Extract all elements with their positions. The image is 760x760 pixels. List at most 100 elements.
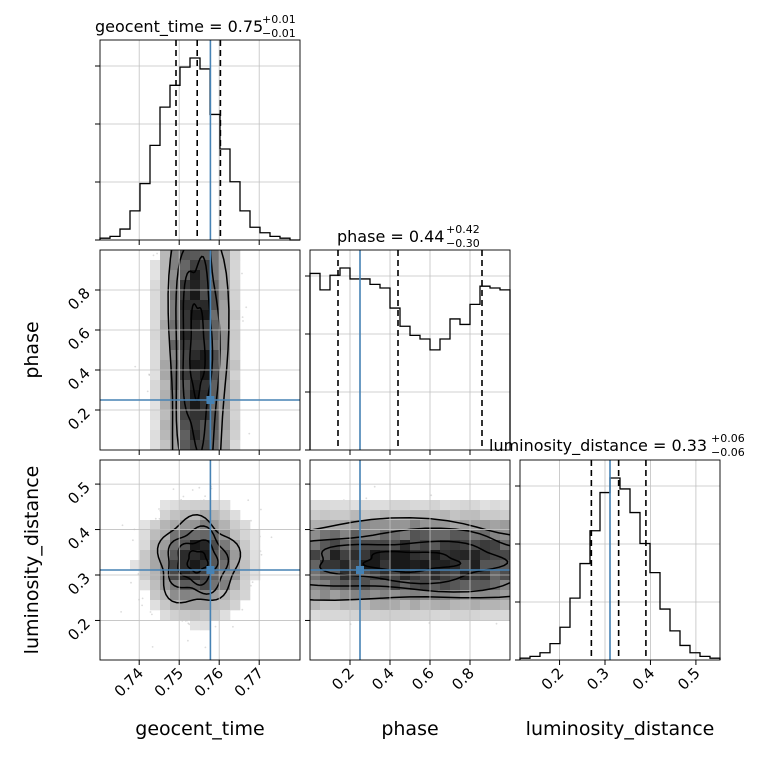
density-cell: [160, 250, 171, 261]
sample-point: [530, 551, 532, 553]
sample-point: [272, 549, 274, 551]
sample-point: [181, 457, 183, 459]
density-cell: [170, 600, 181, 611]
sample-point: [153, 463, 155, 465]
density-cell: [480, 590, 491, 601]
sample-point: [223, 457, 225, 459]
sample-point: [224, 456, 226, 458]
sample-point: [191, 231, 193, 233]
sample-point: [289, 544, 291, 546]
sample-point: [174, 490, 176, 492]
sample-point: [307, 557, 309, 559]
density-cell: [320, 600, 331, 611]
sample-point: [539, 549, 541, 551]
x-tick-label: 0.8: [448, 664, 478, 694]
sample-point: [193, 50, 195, 52]
density-cell: [170, 550, 181, 561]
sample-point: [165, 192, 167, 194]
sample-point: [173, 209, 175, 211]
sample-point: [156, 516, 158, 518]
density-cell: [190, 610, 201, 621]
sample-point: [198, 200, 200, 202]
sample-point: [141, 604, 144, 607]
density-cell: [210, 280, 221, 291]
density-cell: [190, 370, 201, 381]
sample-point: [148, 374, 151, 376]
density-cell: [370, 610, 381, 621]
sample-point: [263, 555, 265, 557]
density-cell: [200, 290, 211, 301]
sample-point: [544, 565, 546, 567]
density-cell: [210, 600, 221, 611]
sample-point: [215, 189, 217, 191]
sample-point: [612, 562, 614, 564]
density-cell: [340, 520, 351, 531]
density-cell: [380, 530, 391, 541]
xticks-luminosity_distance-2: 0.2 0.3 0.4 0.5: [538, 660, 704, 694]
sample-point: [308, 544, 310, 546]
sample-point: [247, 499, 250, 502]
sample-point: [193, 189, 195, 191]
sample-point: [116, 557, 118, 559]
sample-point: [197, 451, 199, 453]
sample-point: [204, 455, 206, 457]
title-luminosity-distance-minus: −0.06: [711, 446, 745, 459]
density-cell: [250, 560, 261, 571]
sample-point: [525, 524, 527, 526]
sample-point: [547, 548, 549, 550]
sample-point: [543, 551, 545, 553]
sample-point: [576, 560, 578, 562]
sample-point: [205, 229, 207, 231]
sample-point: [189, 457, 191, 459]
sample-point: [526, 573, 528, 575]
sample-point: [211, 456, 213, 458]
sample-point: [608, 571, 610, 573]
sample-point: [159, 461, 161, 463]
sample-point: [287, 579, 289, 581]
sample-point: [524, 541, 526, 543]
density-cell: [180, 370, 191, 381]
sample-point: [191, 217, 193, 219]
density-cell: [160, 540, 171, 551]
density-cell: [310, 520, 321, 531]
density-cell: [210, 560, 221, 571]
sample-point: [201, 246, 203, 248]
sample-point: [588, 590, 590, 592]
sample-point: [196, 493, 198, 495]
yticks-luminosity_distance-2: [305, 483, 310, 621]
density-cell: [470, 530, 481, 541]
sample-point: [205, 479, 207, 481]
density-cell: [360, 500, 371, 511]
density-cell: [160, 300, 171, 311]
density-cell: [170, 420, 181, 431]
sample-point: [295, 583, 297, 585]
density-cell: [440, 520, 451, 531]
sample-point: [253, 625, 255, 627]
density-cell: [220, 300, 231, 311]
x-tick-label: 0.74: [111, 664, 147, 700]
sample-point: [533, 558, 535, 560]
sample-point: [274, 535, 276, 537]
density-cell: [190, 360, 201, 371]
contour-level-4: [167, 250, 230, 450]
sample-point: [615, 576, 617, 578]
sample-point: [551, 523, 553, 525]
sample-point: [146, 390, 149, 393]
sample-point: [538, 584, 540, 586]
sample-point: [191, 126, 193, 128]
sample-point: [211, 174, 213, 176]
sample-point: [528, 558, 530, 560]
density-cell: [210, 440, 221, 450]
sample-point: [308, 584, 310, 586]
sample-point: [185, 221, 187, 223]
xticks-geocent_time-1: [138, 450, 260, 455]
sample-point: [536, 585, 538, 587]
density-cell: [500, 550, 510, 561]
sample-point: [518, 586, 520, 588]
density-cell: [160, 260, 171, 271]
sample-point: [273, 548, 275, 550]
density-cell: [180, 350, 191, 361]
sample-point: [214, 200, 216, 202]
sample-point: [306, 555, 308, 557]
sample-point: [621, 569, 623, 571]
